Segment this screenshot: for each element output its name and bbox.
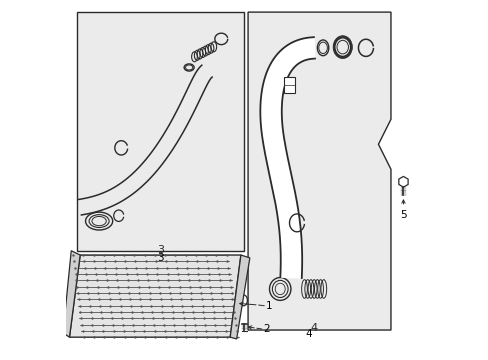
Polygon shape [247,12,390,330]
Text: 4: 4 [305,329,311,339]
Text: 5: 5 [399,210,406,220]
Text: 1: 1 [265,301,272,311]
Text: 3: 3 [157,252,163,262]
Polygon shape [230,255,249,339]
Polygon shape [69,255,241,337]
Polygon shape [398,176,407,187]
Polygon shape [260,37,314,278]
Bar [77,12,244,251]
Bar [284,77,294,93]
Text: 4: 4 [310,323,317,333]
Text: 3: 3 [157,245,163,255]
Text: 2: 2 [263,324,269,334]
Polygon shape [63,251,80,337]
